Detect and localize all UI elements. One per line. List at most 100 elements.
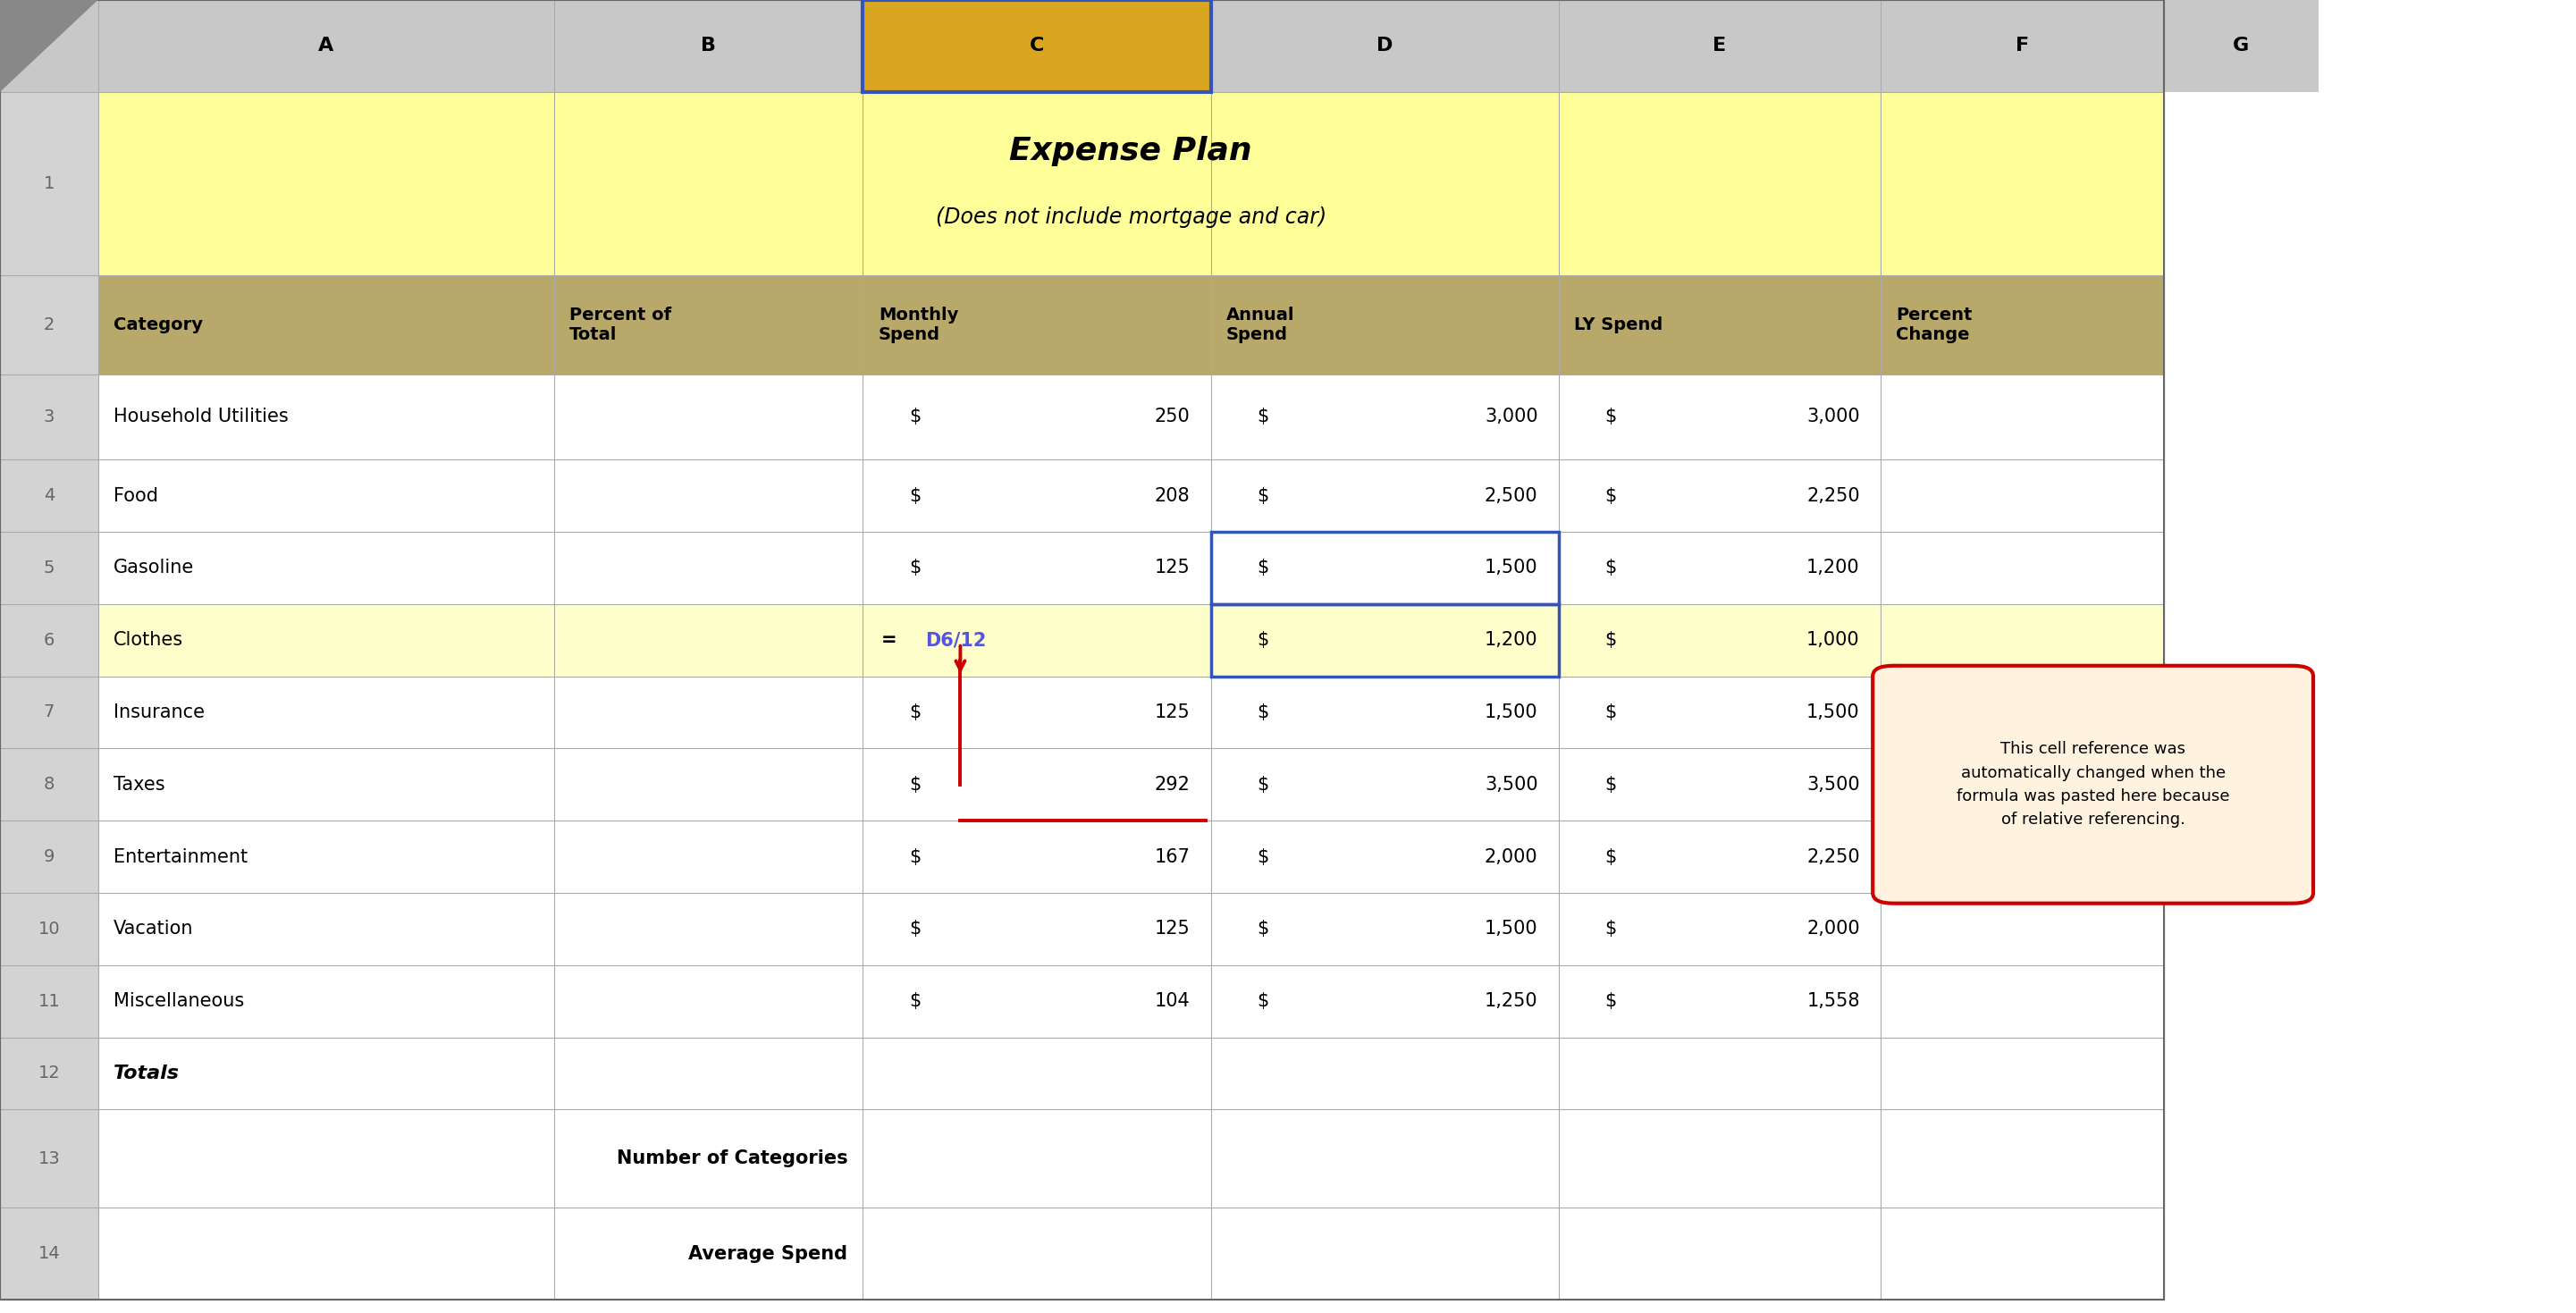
Text: 167: 167 (1154, 848, 1190, 865)
Bar (554, 276, 863, 374)
Text: 5: 5 (44, 559, 54, 576)
Text: 1,200: 1,200 (1806, 559, 1860, 576)
Text: $: $ (1257, 487, 1270, 504)
Text: Clothes: Clothes (113, 632, 183, 649)
Text: $: $ (1257, 848, 1270, 865)
Text: Average Spend: Average Spend (688, 1245, 848, 1263)
Text: Number of Categories: Number of Categories (616, 1150, 848, 1167)
Bar (0, 0, 2164, 1300)
Text: $: $ (1257, 776, 1270, 793)
Bar (863, 532, 1211, 604)
Text: 3,000: 3,000 (1484, 408, 1538, 425)
Text: 8: 8 (44, 776, 54, 793)
Bar (1880, 676, 2164, 748)
Bar (1880, 965, 2164, 1037)
Text: $: $ (1257, 632, 1270, 649)
Bar (554, 1208, 863, 1300)
Text: Vacation: Vacation (113, 920, 193, 937)
Text: $: $ (1257, 993, 1270, 1010)
Text: This cell reference was
automatically changed when the
formula was pasted here b: This cell reference was automatically ch… (1955, 741, 2231, 829)
Bar (2164, 893, 2318, 965)
Text: Food: Food (113, 487, 157, 504)
Text: $: $ (1605, 993, 1618, 1010)
Bar (1211, 604, 1558, 676)
Text: 6: 6 (44, 632, 54, 649)
Text: Annual
Spend: Annual Spend (1226, 307, 1296, 343)
Bar (2164, 821, 2318, 893)
Bar (98, 276, 554, 374)
Bar (2164, 532, 2318, 604)
Text: 1: 1 (44, 176, 54, 192)
Text: LY Spend: LY Spend (1574, 316, 1662, 334)
Text: E: E (1713, 37, 1726, 55)
Text: 7: 7 (44, 704, 54, 721)
Polygon shape (0, 0, 98, 92)
Text: $: $ (1257, 704, 1270, 721)
Bar (554, 374, 863, 460)
Bar (1211, 604, 1558, 676)
Bar (1558, 276, 1880, 374)
Text: G: G (2233, 37, 2249, 55)
Text: Household Utilities: Household Utilities (113, 408, 289, 425)
Bar (1211, 1208, 1558, 1300)
Bar (98, 965, 554, 1037)
Text: 9: 9 (44, 848, 54, 865)
Bar (1880, 893, 2164, 965)
Bar (1880, 460, 2164, 532)
Text: 208: 208 (1154, 487, 1190, 504)
Text: $: $ (909, 487, 922, 504)
Bar (863, 276, 1211, 374)
Text: 2,000: 2,000 (1806, 920, 1860, 937)
Text: $: $ (1257, 559, 1270, 576)
Bar (863, 0, 1211, 92)
Text: 125: 125 (1154, 704, 1190, 721)
Text: $: $ (1257, 408, 1270, 425)
Text: 125: 125 (1154, 920, 1190, 937)
Bar (98, 532, 554, 604)
Bar (2164, 1037, 2318, 1109)
Bar (863, 893, 1211, 965)
Text: 2,250: 2,250 (1806, 848, 1860, 865)
Bar (98, 1208, 554, 1300)
Text: Percent of
Total: Percent of Total (569, 307, 672, 343)
Bar (863, 460, 1211, 532)
Bar (2164, 965, 2318, 1037)
Text: 12: 12 (39, 1065, 59, 1082)
Bar (1880, 374, 2164, 460)
Bar (98, 604, 554, 676)
Text: C: C (1030, 37, 1043, 55)
Text: (Does not include mortgage and car): (Does not include mortgage and car) (935, 206, 1327, 227)
Bar (0, 532, 98, 604)
Text: $: $ (1605, 704, 1618, 721)
Bar (0, 676, 98, 748)
Text: 2,000: 2,000 (1484, 848, 1538, 865)
Bar (2164, 676, 2318, 748)
Text: 14: 14 (39, 1246, 59, 1262)
Bar (1211, 821, 1558, 893)
Bar (0, 604, 98, 676)
Bar (1558, 460, 1880, 532)
Bar (1558, 1037, 1880, 1109)
Bar (554, 748, 863, 821)
Bar (1211, 893, 1558, 965)
Text: Totals: Totals (113, 1065, 180, 1082)
Bar (1880, 0, 2164, 92)
Text: $: $ (909, 408, 922, 425)
Bar (1211, 0, 1558, 92)
Bar (863, 374, 1211, 460)
Bar (0, 1109, 98, 1208)
Text: 1,558: 1,558 (1806, 993, 1860, 1010)
Bar (863, 604, 1211, 676)
Bar (2164, 1208, 2318, 1300)
Bar (0, 92, 98, 276)
Bar (0, 374, 98, 460)
Text: $: $ (909, 920, 922, 937)
Text: 2,500: 2,500 (1484, 487, 1538, 504)
Bar (1211, 1037, 1558, 1109)
Text: $: $ (1605, 487, 1618, 504)
Text: 11: 11 (39, 993, 59, 1010)
Bar (863, 821, 1211, 893)
Bar (554, 0, 863, 92)
Text: $: $ (909, 993, 922, 1010)
Text: A: A (319, 37, 332, 55)
